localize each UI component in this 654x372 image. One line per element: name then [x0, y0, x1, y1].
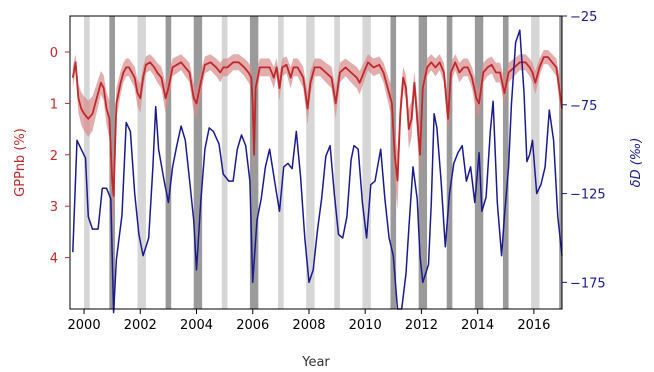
left-tick-label-4: 4 — [50, 252, 58, 267]
shaded-period-7 — [278, 16, 284, 309]
left-tick-label-3: 3 — [50, 200, 58, 215]
x-tick-label-2004: 2004 — [180, 318, 213, 333]
shaded-period-11 — [390, 16, 397, 309]
left-tick-label-2: 2 — [50, 149, 58, 164]
shaded-period-3 — [165, 16, 172, 309]
x-tick-label-2016: 2016 — [517, 318, 550, 333]
right-y-axis: −25 −75 −125 −175 — [562, 10, 606, 291]
x-axis: 2000 2002 2004 2006 2008 2010 2012 2014 2016 — [68, 309, 550, 333]
x-tick-label-2000: 2000 — [68, 318, 101, 333]
x-tick-label-2002: 2002 — [124, 318, 157, 333]
shaded-period-0 — [84, 16, 90, 309]
x-tick-label-2014: 2014 — [461, 318, 494, 333]
right-tick-label-−25: −25 — [570, 10, 597, 25]
left-tick-label-1: 1 — [50, 97, 58, 112]
x-tick-label-2010: 2010 — [349, 318, 382, 333]
shaded-period-9 — [334, 16, 340, 309]
dd-line — [72, 29, 563, 314]
x-axis-title: Year — [301, 355, 330, 370]
right-tick-label-−125: −125 — [570, 188, 606, 203]
shaded-period-10 — [362, 16, 371, 309]
left-y-axis: 0 1 2 3 4 — [50, 46, 70, 267]
shaded-period-17 — [559, 16, 562, 309]
right-y-axis-title: δD (‰) — [629, 138, 644, 188]
right-tick-label-−75: −75 — [570, 99, 597, 114]
plot-frame — [69, 15, 563, 310]
x-tick-label-2006: 2006 — [236, 318, 269, 333]
gpp-uncertainty-band — [72, 50, 563, 228]
shaded-period-12 — [418, 16, 428, 309]
gpp-uncertainty-band-layer — [72, 50, 563, 228]
shaded-period-15 — [502, 16, 509, 309]
x-tick-label-2012: 2012 — [405, 318, 438, 333]
series-layer — [71, 29, 563, 314]
x-tick-label-2008: 2008 — [292, 318, 325, 333]
shaded-period-4 — [193, 16, 203, 309]
left-tick-label-0: 0 — [50, 46, 58, 61]
shaded-period-2 — [137, 16, 146, 309]
left-y-axis-title: GPPnb (%) — [13, 128, 28, 197]
shaded-period-13 — [446, 16, 453, 309]
shaded-period-8 — [306, 16, 315, 309]
right-tick-label-−175: −175 — [570, 276, 606, 291]
shaded-period-5 — [221, 16, 228, 309]
shaded-period-16 — [531, 16, 540, 309]
gpp-line — [71, 56, 563, 197]
